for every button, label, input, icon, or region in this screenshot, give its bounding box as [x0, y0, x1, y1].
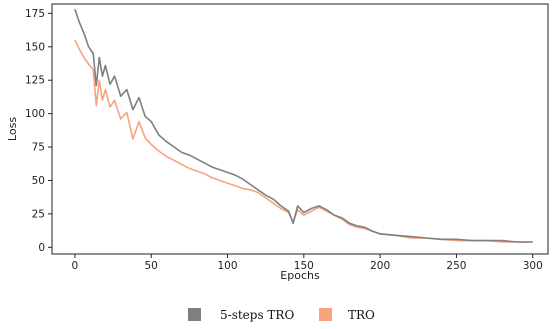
- y-tick-label: 175: [25, 8, 45, 20]
- legend: 5-steps TRO TRO: [188, 308, 375, 322]
- x-tick-label: 150: [294, 260, 314, 272]
- legend-label-5-steps-tro: 5-steps TRO: [220, 308, 294, 322]
- y-tick-label: 100: [25, 108, 45, 120]
- y-tick-label: 0: [38, 242, 45, 254]
- y-tick-label: 150: [25, 41, 45, 53]
- x-axis-label: Epochs: [280, 269, 320, 282]
- legend-swatch-tro: [319, 308, 332, 321]
- y-tick-label: 75: [32, 142, 45, 154]
- y-axis-ticks: 0 25 50 75 100 125 150 175: [25, 8, 52, 254]
- x-tick-label: 250: [446, 260, 466, 272]
- series-line-5-steps-tro: [74, 9, 533, 243]
- x-axis-ticks: 0 50 100 150 200 250 300: [72, 254, 543, 272]
- legend-label-tro: TRO: [348, 308, 375, 322]
- x-tick-label: 100: [217, 260, 237, 272]
- y-axis-label: Loss: [6, 117, 19, 141]
- y-tick-label: 125: [25, 75, 45, 87]
- x-tick-label: 300: [523, 260, 543, 272]
- plot-frame: [51, 3, 549, 255]
- x-tick-label: 200: [370, 260, 390, 272]
- legend-swatch-5-steps-tro: [188, 308, 201, 321]
- y-tick-label: 25: [32, 208, 45, 220]
- x-tick-label: 50: [145, 260, 158, 272]
- y-tick-label: 50: [32, 175, 45, 187]
- x-tick-label: 0: [72, 260, 79, 272]
- series-layer: [74, 9, 533, 243]
